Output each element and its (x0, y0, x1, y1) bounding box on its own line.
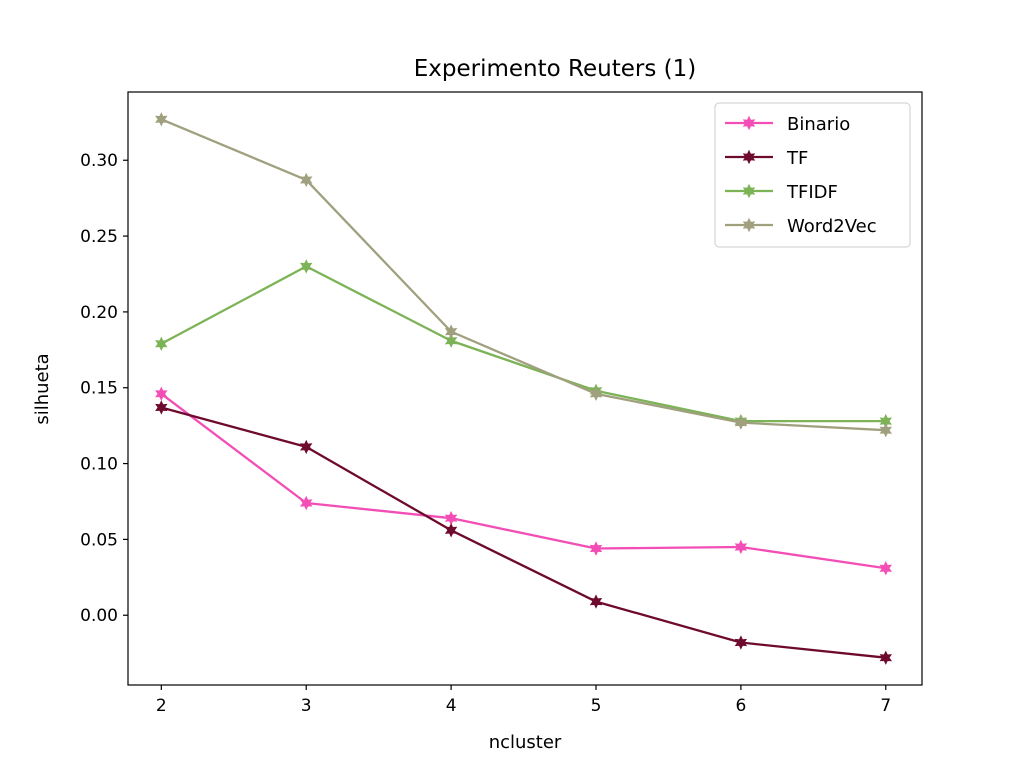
data-point (155, 400, 168, 415)
legend-marker (742, 217, 756, 233)
series-word2vec (155, 112, 893, 438)
y-tick-label: 0.30 (80, 151, 118, 171)
data-point (444, 523, 458, 538)
data-point (734, 635, 748, 650)
x-tick-label: 5 (591, 696, 602, 716)
data-point (879, 561, 893, 576)
y-tick-label: 0.15 (80, 379, 118, 399)
legend-item: TFIDF (725, 182, 838, 203)
legend-label: TFIDF (786, 182, 838, 203)
y-tick-label: 0.10 (80, 455, 118, 475)
legend-marker (742, 183, 756, 199)
data-point (879, 650, 893, 665)
x-tick-label: 3 (301, 696, 312, 716)
data-point (299, 259, 313, 274)
chart-title: Experimento Reuters (1) (414, 56, 696, 82)
data-point (734, 539, 748, 555)
x-axis: 2 3 4 5 6 7 (156, 685, 891, 716)
data-point (444, 333, 458, 348)
legend-box (714, 102, 911, 248)
y-tick-label: 0.00 (80, 606, 118, 626)
data-point (299, 495, 313, 511)
series-binario (155, 386, 893, 576)
data-point (155, 112, 168, 127)
data-point (879, 423, 893, 438)
data-point (589, 541, 603, 556)
y-tick-label: 0.25 (80, 227, 118, 247)
legend-item: Word2Vec (725, 216, 877, 237)
y-axis-label: silhueta (32, 353, 53, 424)
legend-marker (742, 115, 756, 131)
data-point (444, 324, 458, 339)
x-tick-label: 7 (880, 696, 891, 716)
data-point (155, 336, 168, 351)
x-tick-label: 4 (446, 696, 457, 716)
plot-frame (127, 91, 923, 686)
y-axis: 0.00 0.05 0.10 0.15 0.20 0.25 0.30 (80, 151, 128, 626)
y-tick-label: 0.20 (80, 303, 118, 323)
data-point (299, 439, 313, 455)
series-tf (155, 400, 893, 665)
series-line (161, 406, 886, 659)
series-layer (155, 112, 893, 665)
data-point (589, 594, 603, 609)
legend-label: Word2Vec (787, 216, 877, 237)
x-tick-label: 6 (735, 696, 746, 716)
legend-marker (742, 149, 756, 165)
x-tick-label: 2 (156, 696, 167, 716)
legend-item: TF (725, 148, 808, 169)
series-line (160, 265, 886, 423)
series-line (160, 118, 886, 432)
legend-label: Binario (787, 114, 850, 135)
data-point (299, 172, 313, 188)
x-axis-label: ncluster (489, 732, 562, 753)
legend-item: Binario (725, 114, 850, 135)
legend-label: TF (786, 148, 808, 169)
data-point (734, 415, 748, 430)
data-point (589, 386, 603, 402)
y-tick-label: 0.05 (80, 530, 118, 550)
series-line (160, 392, 886, 570)
legend: Binario TF TFIDF Word2Vec (714, 102, 911, 248)
